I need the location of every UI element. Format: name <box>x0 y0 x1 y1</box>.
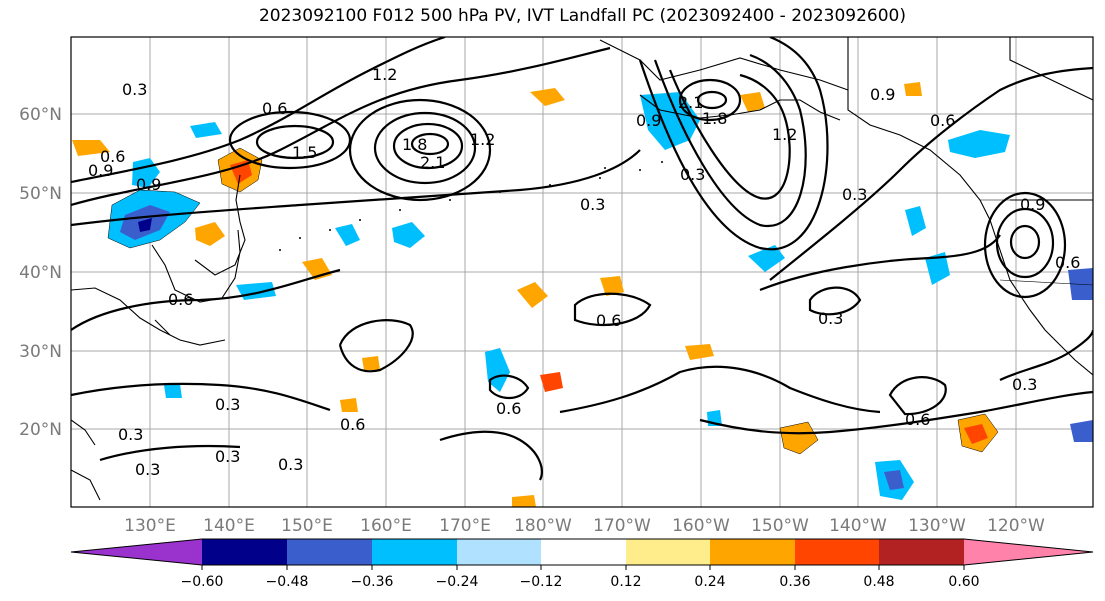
lon-label: 160°W <box>672 516 730 536</box>
colorbar-ticks <box>201 565 965 570</box>
lon-label: 120°W <box>987 516 1045 536</box>
contour-label: 1.2 <box>470 130 495 149</box>
lon-label: 170°W <box>593 516 651 536</box>
map-frame <box>70 36 1094 508</box>
contour-label: 0.9 <box>136 175 161 194</box>
contour-label: 2.1 <box>420 153 445 172</box>
colorbar-label: 0.24 <box>694 574 725 590</box>
contour-label: 0.9 <box>88 161 113 180</box>
contour-label: 2.1 <box>678 93 703 112</box>
colorbar-segment <box>202 539 287 565</box>
colorbar-segment <box>457 539 541 565</box>
contour-label: 0.6 <box>100 147 125 166</box>
lat-label: 30°N <box>19 342 62 362</box>
ivt-shading <box>72 82 1093 507</box>
contour-label: 1.8 <box>702 109 727 128</box>
colorbar-extend-low <box>71 539 202 565</box>
colorbar-segment <box>710 539 795 565</box>
lat-label: 20°N <box>19 420 62 440</box>
contour-label: 1.8 <box>402 135 427 154</box>
contour-label: 0.3 <box>1012 375 1037 394</box>
contour-label: 0.3 <box>122 80 147 99</box>
contour-label: 0.3 <box>680 165 705 184</box>
colorbar-segment <box>287 539 372 565</box>
graticule <box>71 37 1093 507</box>
contour-label: 0.3 <box>278 455 303 474</box>
contour-label: 0.3 <box>215 395 240 414</box>
contour-label: 0.6 <box>496 399 521 418</box>
lon-label: 150°E <box>281 516 333 536</box>
colorbar-segment <box>879 539 964 565</box>
contour-label: 0.3 <box>580 195 605 214</box>
lon-label: 130°W <box>908 516 966 536</box>
lat-label: 50°N <box>19 184 62 204</box>
colorbar-label: −0.24 <box>436 574 479 590</box>
longitude-axis: 130°E 140°E 150°E 160°E 170°E 180°W 170°… <box>124 516 1045 536</box>
latitude-axis: 60°N 50°N 40°N 30°N 20°N <box>19 105 62 440</box>
borders <box>847 40 1093 286</box>
contour-label: 0.6 <box>262 99 287 118</box>
colorbar-extend-high <box>964 539 1093 565</box>
lon-label: 130°E <box>124 516 176 536</box>
lon-label: 140°W <box>829 516 887 536</box>
colorbar-label: 0.36 <box>779 574 810 590</box>
contour-label: 0.3 <box>842 185 867 204</box>
contour-label: 0.3 <box>118 425 143 444</box>
contour-label: 0.9 <box>1020 195 1045 214</box>
colorbar-segment <box>372 539 457 565</box>
contour-label: 0.6 <box>340 415 365 434</box>
contour-label: 1.5 <box>292 143 317 162</box>
lat-label: 40°N <box>19 263 62 283</box>
contour-label: 0.3 <box>215 447 240 466</box>
colorbar-segment <box>541 539 626 565</box>
colorbar-label: −0.12 <box>520 574 563 590</box>
pv-contours <box>71 37 1093 481</box>
contour-label-group: 0.3 0.6 0.9 1.2 1.5 1.8 2.1 0.3 0.6 0.9 … <box>88 65 1080 479</box>
colorbar-label: −0.60 <box>181 574 224 590</box>
lon-label: 180°W <box>514 516 572 536</box>
colorbar-label: 0.48 <box>863 574 894 590</box>
lat-label: 60°N <box>19 105 62 125</box>
lon-label: 150°W <box>751 516 809 536</box>
contour-label: 0.6 <box>905 410 930 429</box>
contour-label: 0.9 <box>636 111 661 130</box>
contour-label: 0.6 <box>596 311 621 330</box>
colorbar-segment <box>795 539 879 565</box>
map-title: 2023092100 F012 500 hPa PV, IVT Landfall… <box>258 6 906 26</box>
colorbar-segment <box>626 539 710 565</box>
contour-label: 0.9 <box>870 85 895 104</box>
lon-label: 170°E <box>439 516 491 536</box>
lon-label: 160°E <box>360 516 412 536</box>
contour-label: 0.6 <box>168 290 193 309</box>
colorbar-label: −0.48 <box>266 574 309 590</box>
contour-label: 1.2 <box>772 125 797 144</box>
contour-label: 0.6 <box>1055 253 1080 272</box>
contour-label: 0.6 <box>930 111 955 130</box>
lon-label: 140°E <box>203 516 255 536</box>
colorbar-label: 0.60 <box>948 574 979 590</box>
colorbar: −0.60 −0.48 −0.36 −0.24 −0.12 0.12 0.24 … <box>70 538 1094 590</box>
contour-label: 0.3 <box>135 460 160 479</box>
contour-label: 1.2 <box>372 65 397 84</box>
colorbar-label: −0.36 <box>351 574 394 590</box>
colorbar-label: 0.12 <box>610 574 641 590</box>
contour-label: 0.3 <box>818 309 843 328</box>
